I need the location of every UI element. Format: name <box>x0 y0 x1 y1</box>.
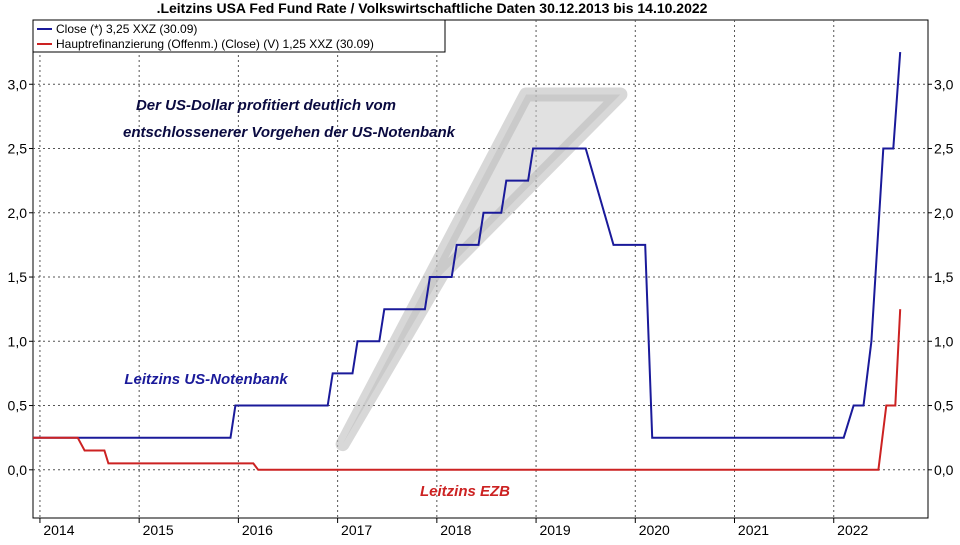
y-tick-label-right: 0,5 <box>934 398 954 414</box>
y-tick-label-right: 2,0 <box>934 205 954 221</box>
y-tick-label-left: 0,0 <box>8 462 28 478</box>
y-tick-label-right: 0,0 <box>934 462 954 478</box>
y-tick-label-right: 1,5 <box>934 269 954 285</box>
trend-band-shape <box>335 87 628 452</box>
x-tick-label: 2016 <box>242 522 273 538</box>
chart-title: .Leitzins USA Fed Fund Rate / Volkswirts… <box>157 0 708 16</box>
y-tick-label-left: 0,5 <box>8 398 28 414</box>
headline-line-2: entschlossenerer Vorgehen der US-Notenba… <box>123 124 456 141</box>
series-line-2 <box>33 309 902 471</box>
ticks: 0,0 0,0 0,5 0,5 1,0 1,0 1,5 1,5 2,0 2,0 2,5 2,5 3,0 3… <box>8 76 954 538</box>
x-tick-label: 2021 <box>738 522 769 538</box>
y-tick-label-left: 1,5 <box>8 269 28 285</box>
y-tick-label-left: 2,5 <box>8 141 28 157</box>
x-tick-label: 2014 <box>43 522 74 538</box>
legend-entry-series-1: Close (*) 3,25 XXZ (30.09) <box>56 22 197 36</box>
x-tick-label: 2020 <box>639 522 670 538</box>
series-group <box>33 52 902 471</box>
y-tick-label-right: 2,5 <box>934 141 954 157</box>
y-tick-label-right: 3,0 <box>934 76 954 92</box>
y-tick-label-left: 2,0 <box>8 205 28 221</box>
trend-band <box>335 87 628 452</box>
x-tick-label: 2019 <box>539 522 570 538</box>
legend-entry-series-2: Hauptrefinanzierung (Offenm.) (Close) (V… <box>56 37 374 51</box>
headline-line-1: Der US-Dollar profitiert deutlich vom <box>136 97 396 114</box>
label-us-notenbank: Leitzins US-Notenbank <box>124 371 288 388</box>
grid <box>33 20 928 518</box>
y-tick-label-right: 1,0 <box>934 333 954 349</box>
x-tick-label: 2017 <box>341 522 372 538</box>
legend-box <box>32 19 446 53</box>
y-tick-label-left: 1,0 <box>8 333 28 349</box>
label-ezb: Leitzins EZB <box>420 483 510 500</box>
series-line-1 <box>33 52 902 439</box>
x-tick-label: 2015 <box>143 522 174 538</box>
plot-frame <box>32 19 929 519</box>
x-tick-label: 2022 <box>837 522 868 538</box>
legend: Close (*) 3,25 XXZ (30.09) Hauptrefinanz… <box>32 19 446 53</box>
x-tick-label: 2018 <box>440 522 471 538</box>
y-tick-label-left: 3,0 <box>8 76 28 92</box>
